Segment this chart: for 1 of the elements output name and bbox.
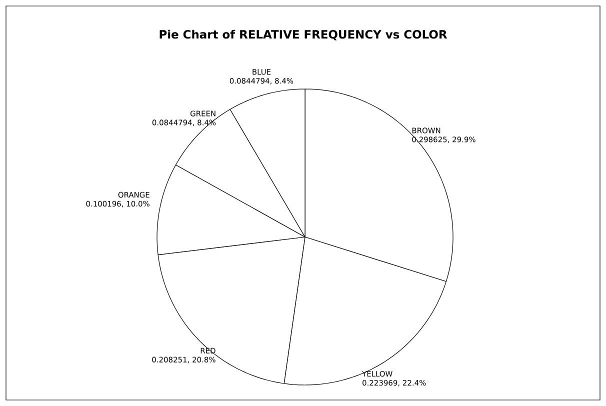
chart-title: Pie Chart of RELATIVE FREQUENCY vs COLOR (160, 30, 448, 40)
